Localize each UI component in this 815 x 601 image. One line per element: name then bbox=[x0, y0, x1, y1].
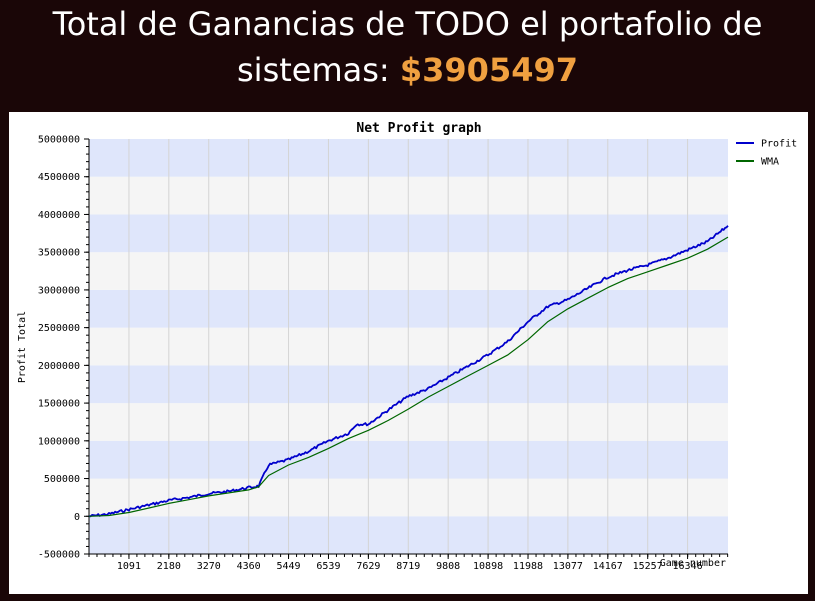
y-tick-label: 4000000 bbox=[38, 210, 80, 221]
y-tick-label: 2000000 bbox=[38, 361, 80, 372]
y-tick-label: 2500000 bbox=[38, 323, 80, 334]
y-axis-label: Profit Total bbox=[17, 311, 28, 383]
x-tick-label: 14167 bbox=[593, 561, 623, 572]
x-tick-label: 15257 bbox=[633, 561, 663, 572]
x-tick-label: 3270 bbox=[197, 561, 221, 572]
y-tick-label: 5000000 bbox=[38, 135, 80, 146]
y-tick-label: 500000 bbox=[44, 474, 80, 485]
profit-series-line bbox=[88, 225, 729, 518]
header-title-prefix: sistemas: bbox=[237, 51, 400, 89]
y-tick-label: 0 bbox=[74, 512, 80, 523]
x-tick-label: 11988 bbox=[513, 561, 543, 572]
y-tick-label: 1500000 bbox=[38, 399, 80, 410]
x-tick-label: 1091 bbox=[117, 561, 141, 572]
chart-panel: -500000 0 500000 1000000 1500000 2000000 25000… bbox=[9, 112, 808, 594]
series-lines bbox=[88, 225, 729, 518]
y-tick-label: -500000 bbox=[38, 550, 80, 561]
x-axis-label: Game number bbox=[660, 558, 726, 569]
page-header: Total de Ganancias de TODO el portafolio… bbox=[0, 0, 815, 108]
x-axis-ticks: 1091 2180 3270 4360 5449 6539 7629 8719 9808 1089… bbox=[88, 554, 729, 572]
x-tick-label: 5449 bbox=[276, 561, 300, 572]
x-tick-label: 8719 bbox=[396, 561, 420, 572]
x-tick-label: 10898 bbox=[473, 561, 503, 572]
y-tick-label: 3500000 bbox=[38, 248, 80, 259]
x-tick-label: 6539 bbox=[316, 561, 340, 572]
wma-series-line bbox=[88, 236, 729, 517]
x-tick-label: 7629 bbox=[356, 561, 380, 572]
net-profit-chart: -500000 0 500000 1000000 1500000 2000000 25000… bbox=[17, 121, 797, 572]
gridlines bbox=[128, 139, 689, 554]
x-tick-label: 4360 bbox=[237, 561, 261, 572]
legend: Profit WMA bbox=[736, 139, 797, 168]
y-tick-label: 3000000 bbox=[38, 285, 80, 296]
legend-label: Profit bbox=[761, 139, 797, 150]
legend-label: WMA bbox=[761, 157, 779, 168]
header-title-line1: Total de Ganancias de TODO el portafolio… bbox=[52, 5, 763, 43]
x-tick-label: 2180 bbox=[157, 561, 181, 572]
x-tick-label: 16346 bbox=[673, 561, 703, 572]
x-tick-label: 9808 bbox=[436, 561, 460, 572]
chart-title: Net Profit graph bbox=[356, 121, 481, 136]
y-tick-label: 1000000 bbox=[38, 436, 80, 447]
y-axis-ticks: -500000 0 500000 1000000 1500000 2000000 25000… bbox=[38, 135, 89, 561]
total-amount: $3905497 bbox=[399, 51, 578, 89]
x-tick-label: 13077 bbox=[553, 561, 583, 572]
y-tick-label: 4500000 bbox=[38, 172, 80, 183]
header-title-line2: sistemas: $3905497 bbox=[0, 50, 815, 90]
